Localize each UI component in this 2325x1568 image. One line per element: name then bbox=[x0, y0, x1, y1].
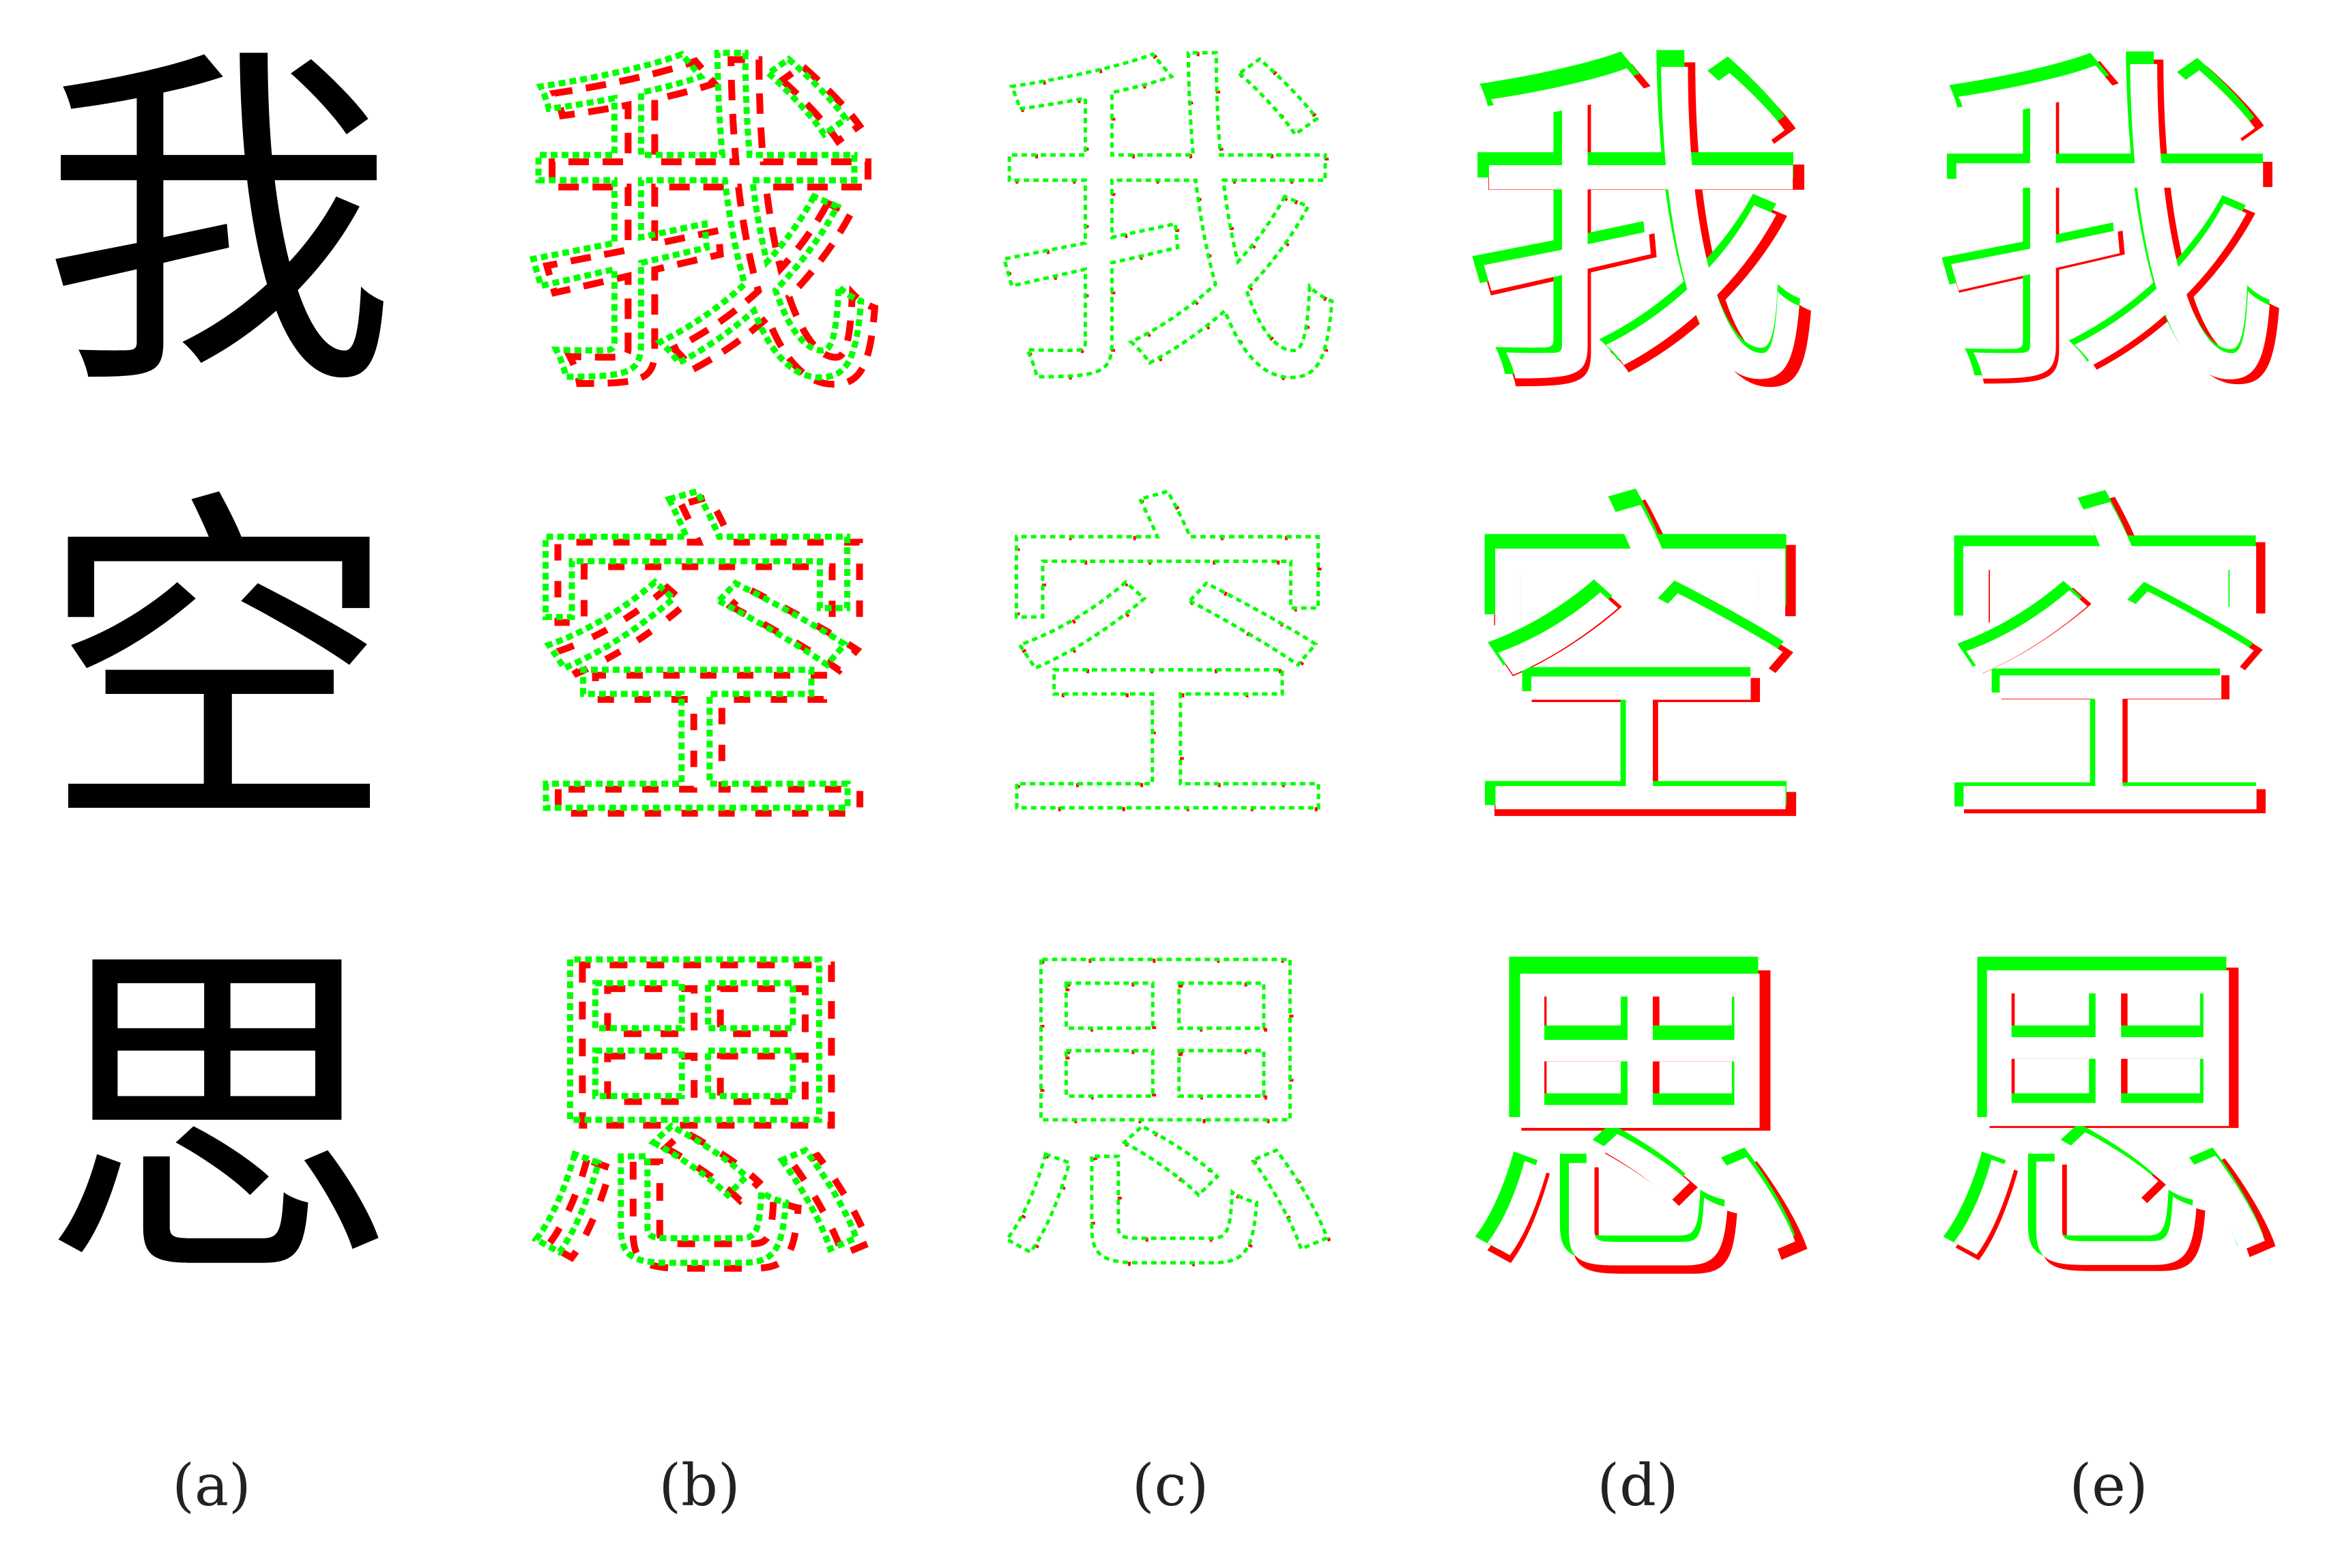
glyph-d-row2-green: 空 bbox=[1458, 471, 1813, 853]
glyph-e-row1: 我 我 我 bbox=[1918, 27, 2300, 409]
glyph-b-row2-svg: 空 空 bbox=[516, 471, 888, 853]
glyph-b-row1-green: 我 bbox=[519, 27, 873, 409]
caption-a: (a) bbox=[172, 1452, 251, 1519]
glyph-b-row2: 空 空 bbox=[505, 471, 888, 853]
glyph-e-row2-white: 空 bbox=[1937, 474, 2282, 853]
glyph-d-row1-red: 我 bbox=[1469, 28, 1823, 409]
glyph-b-row3-green: 思 bbox=[519, 921, 873, 1303]
glyph-b-row3: 思 思 bbox=[505, 921, 888, 1303]
glyph-b-row1-red: 我 bbox=[532, 27, 887, 409]
glyph-c-row3: 思 思 bbox=[976, 921, 1358, 1303]
glyph-d-row1: 我 我 我 bbox=[1447, 27, 1829, 409]
glyph-a-row3: 思 bbox=[27, 921, 409, 1303]
glyph-e-row3-green: 思 bbox=[1926, 921, 2281, 1303]
glyph-b-row3-red: 思 bbox=[531, 921, 886, 1303]
glyph-c-row1-svg: 我 我 bbox=[988, 27, 1348, 409]
glyph-d-row3-svg: 思 思 思 bbox=[1458, 921, 1825, 1303]
glyph-a-row2: 空 bbox=[27, 471, 409, 853]
glyph-d-row2: 空 空 空 bbox=[1447, 471, 1829, 853]
glyph-b-row2-red: 空 bbox=[531, 471, 886, 853]
glyph-d-row2-svg: 空 空 空 bbox=[1458, 471, 1822, 853]
glyph-c-row3-red: 思 bbox=[991, 921, 1346, 1303]
glyph-e-row2: 空 空 空 bbox=[1918, 471, 2300, 853]
glyph-d-row2-white: 空 bbox=[1469, 477, 1810, 853]
glyph-e-row3-white: 思 bbox=[1937, 925, 2282, 1303]
glyph-b-row1: 我 我 bbox=[505, 27, 888, 409]
glyph-c-row2-green: 空 bbox=[990, 471, 1344, 853]
glyph-b-row2-green: 空 bbox=[519, 471, 873, 853]
glyph-a-row3-text: 思 bbox=[41, 921, 396, 1303]
glyph-c-row3-green: 思 bbox=[990, 921, 1344, 1303]
glyph-c-row2: 空 空 bbox=[976, 471, 1358, 853]
glyph-e-row2-red: 空 bbox=[1937, 471, 2292, 853]
glyph-e-row3-red: 思 bbox=[1938, 921, 2293, 1303]
caption-b: (b) bbox=[659, 1452, 740, 1519]
glyph-b-row1-svg: 我 我 bbox=[516, 27, 888, 409]
glyph-e-row1-svg: 我 我 我 bbox=[1927, 27, 2292, 409]
glyph-b-row3-svg: 思 思 bbox=[516, 921, 888, 1303]
glyph-a-row1-text: 我 bbox=[41, 27, 396, 409]
glyph-c-row1-green: 我 bbox=[990, 27, 1344, 409]
glyph-e-row2-green: 空 bbox=[1927, 471, 2282, 853]
glyph-a-row1-svg: 我 bbox=[41, 27, 396, 409]
glyph-e-row1-white: 我 bbox=[1937, 31, 2282, 409]
glyph-e-row1-red: 我 bbox=[1937, 27, 2292, 409]
glyph-e-row2-svg: 空 空 空 bbox=[1927, 471, 2292, 853]
glyph-c-row3-svg: 思 思 bbox=[988, 921, 1348, 1303]
glyph-d-row1-green: 我 bbox=[1458, 27, 1813, 409]
caption-e: (e) bbox=[2069, 1452, 2148, 1519]
glyph-c-row2-svg: 空 空 bbox=[988, 471, 1348, 853]
glyph-a-row3-svg: 思 bbox=[41, 921, 396, 1303]
glyph-e-row3-svg: 思 思 思 bbox=[1926, 921, 2293, 1303]
glyph-d-row3-red: 思 bbox=[1470, 923, 1825, 1303]
glyph-e-row3: 思 思 思 bbox=[1918, 921, 2300, 1303]
glyph-c-row2-red: 空 bbox=[991, 471, 1346, 853]
glyph-e-row1-green: 我 bbox=[1927, 27, 2282, 409]
glyph-d-row3-white: 思 bbox=[1471, 929, 1812, 1303]
caption-d: (d) bbox=[1597, 1452, 1679, 1519]
glyph-d-row1-white: 我 bbox=[1470, 34, 1811, 409]
glyph-d-row3-green: 思 bbox=[1458, 921, 1813, 1303]
glyph-c-row1: 我 我 bbox=[976, 27, 1358, 409]
caption-c: (c) bbox=[1131, 1452, 1209, 1519]
glyph-a-row2-svg: 空 bbox=[41, 471, 396, 853]
glyph-a-row2-text: 空 bbox=[41, 471, 396, 853]
glyph-c-row1-red: 我 bbox=[991, 27, 1346, 409]
glyph-d-row1-svg: 我 我 我 bbox=[1458, 27, 1823, 409]
glyph-d-row2-red: 空 bbox=[1467, 471, 1822, 853]
glyph-d-row3: 思 思 思 bbox=[1447, 921, 1829, 1303]
glyph-a-row1: 我 bbox=[27, 27, 409, 409]
